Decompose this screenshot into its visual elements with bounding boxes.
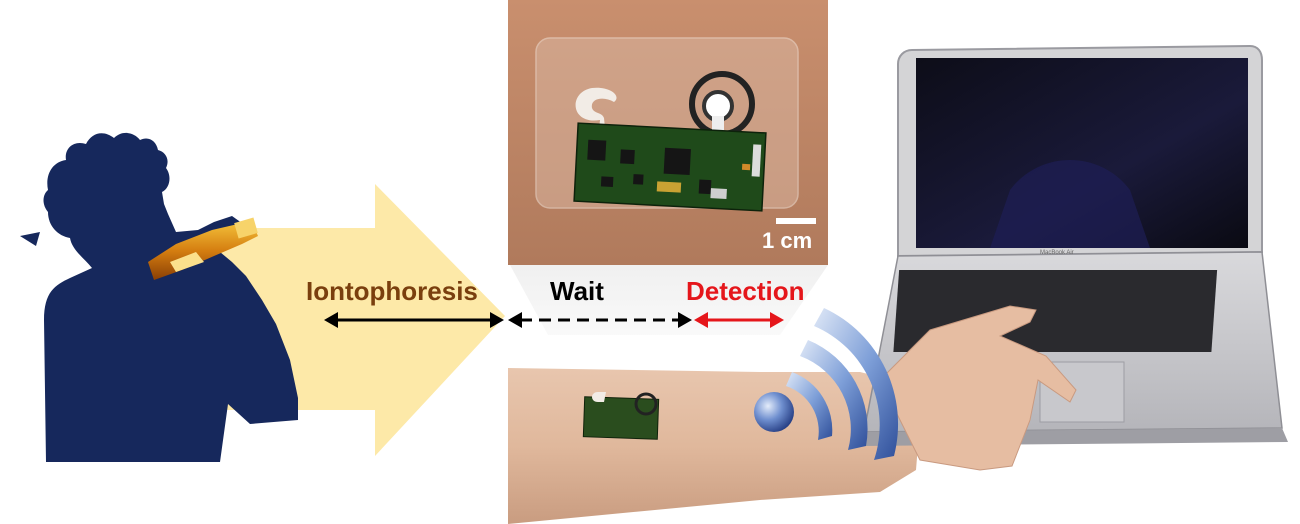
wait-label: Wait xyxy=(550,276,604,306)
detection-arrow xyxy=(694,312,784,328)
beer-bottle xyxy=(148,217,258,280)
iontophoresis-arrow xyxy=(324,312,504,328)
scale-bar-label: 1 cm xyxy=(762,228,813,253)
projection-shade xyxy=(510,265,828,335)
iontophoresis-label: Iontophoresis xyxy=(306,276,478,306)
patch-photo xyxy=(508,0,828,265)
laptop-brand-label: MacBook Air xyxy=(1040,250,1074,256)
detection-label: Detection xyxy=(686,276,805,306)
wait-arrow xyxy=(508,312,692,328)
hand xyxy=(879,305,1077,471)
drinking-person-silhouette xyxy=(20,132,298,462)
wifi-icon xyxy=(754,308,899,460)
